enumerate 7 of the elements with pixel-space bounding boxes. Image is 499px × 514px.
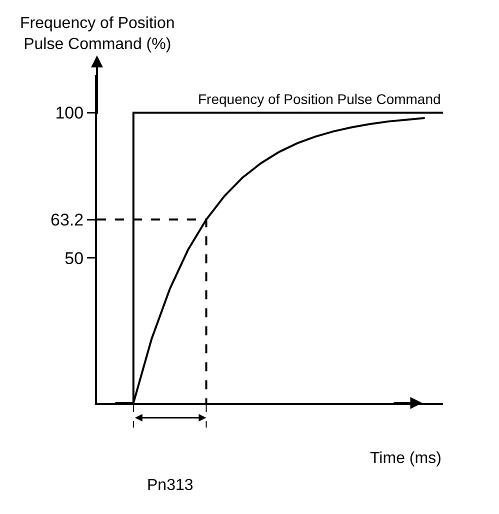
y-axis-title: Frequency of Position Pulse Command (%) xyxy=(20,15,175,53)
series-label: Frequency of Position Pulse Command xyxy=(198,91,441,107)
y-tick-label: 50 xyxy=(64,248,84,268)
text: Pn313 xyxy=(147,477,194,494)
x-axis-title: Time (ms) xyxy=(370,450,442,467)
y-tick-label: 63.2 xyxy=(50,210,84,230)
y-tick-label: 100 xyxy=(55,104,84,123)
